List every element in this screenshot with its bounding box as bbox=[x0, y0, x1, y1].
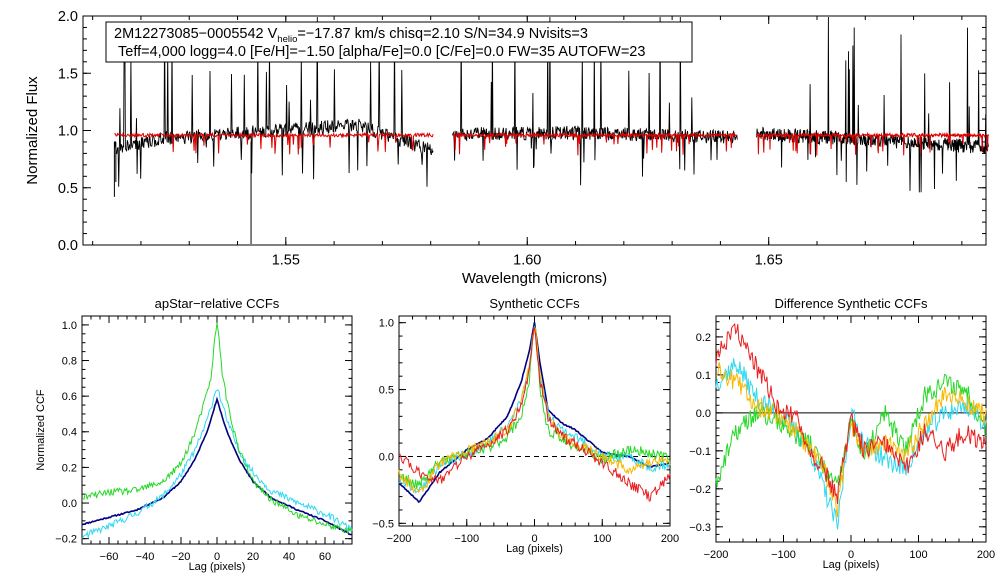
spectrum-model-line bbox=[114, 131, 434, 155]
spectrum-model-line bbox=[451, 131, 738, 156]
apstar_ccf-series-visit-1 bbox=[81, 389, 353, 540]
synthetic_ccf-xtick-label: −200 bbox=[387, 533, 412, 545]
difference_ccf-ytick-label: −0.2 bbox=[689, 484, 711, 496]
difference_ccf-xtick-label: −200 bbox=[704, 549, 729, 561]
difference_ccf-ytick-label: −0.3 bbox=[689, 522, 711, 534]
apstar_ccf-ylabel: Normalized CCF bbox=[35, 389, 47, 471]
synthetic_ccf-ytick-label: 0.5 bbox=[379, 385, 394, 397]
annotation-star-id: 2M12273085−0005542 V bbox=[114, 26, 278, 42]
apstar_ccf-ytick-label: 0.8 bbox=[62, 355, 77, 367]
apstar_ccf-frame bbox=[81, 315, 353, 545]
synthetic_ccf-xtick-label: 0 bbox=[531, 533, 537, 545]
difference_ccf-xlabel: Lag (pixels) bbox=[823, 559, 880, 571]
spectrum-ytick-label: 1.5 bbox=[58, 66, 78, 82]
difference_ccf-xtick-label: 100 bbox=[909, 549, 927, 561]
spectrum-plot-area bbox=[113, 16, 989, 244]
synthetic_ccf-series-combined bbox=[398, 322, 671, 504]
apstar_ccf-xlabel: Lag (pixels) bbox=[189, 561, 246, 573]
difference_ccf-title: Difference Synthetic CCFs bbox=[775, 296, 928, 311]
spectrum-observed-line bbox=[756, 16, 989, 193]
apstar_ccf-xtick-label: −20 bbox=[172, 551, 191, 563]
difference_ccf-xtick-label: 0 bbox=[848, 549, 854, 561]
synthetic_ccf-ytick-label: 0.0 bbox=[379, 451, 394, 463]
spectrum-panel: 1.55 1.60 1.65 0.0 0.5 1.0 1.5 2.0 Wavelength (m… bbox=[24, 9, 989, 287]
difference_ccf-frame bbox=[715, 315, 987, 543]
spectrum-xtick-label: 1.60 bbox=[513, 253, 541, 269]
synthetic_ccf-xtick-label: 200 bbox=[661, 533, 679, 545]
difference_ccf-xtick-label: 200 bbox=[977, 549, 995, 561]
apstar_ccf-xtick-label: 60 bbox=[319, 551, 331, 563]
synthetic_ccf-frame bbox=[398, 315, 671, 527]
synthetic_ccf-series-visit-2 bbox=[398, 325, 671, 490]
annotation-helio-subscript: helio bbox=[277, 34, 297, 45]
apstar_ccf-ytick-label: −0.2 bbox=[55, 534, 77, 546]
synthetic-ccf-panel: −200 −100 0 100 200 −0.5 0.0 0.5 1.0 Lag (pixels)… bbox=[372, 296, 679, 555]
apstar_ccf-xtick-label: −60 bbox=[100, 551, 119, 563]
spectrum-annotation-box: 2M12273085−0005542 Vhelio=−17.87 km/s ch… bbox=[105, 21, 693, 63]
spectrum-model-line bbox=[756, 131, 989, 156]
apstar-ccf-panel: −60 −40 −20 0 20 40 60 −0.2 0.0 0.2 0.4 0.6 0.8 1.0 La… bbox=[35, 296, 353, 573]
synthetic_ccf-xlabel: Lag (pixels) bbox=[506, 543, 563, 555]
synthetic_ccf-series-visit-4 bbox=[398, 327, 671, 502]
synthetic_ccf-ytick-label: −0.5 bbox=[372, 518, 394, 530]
apstar_ccf-ytick-label: 1.0 bbox=[62, 320, 77, 332]
difference_ccf-ytick-label: 0.2 bbox=[696, 332, 711, 344]
annotation-line-2: Teff=4,000 logg=4.0 [Fe/H]=−1.50 [alpha/… bbox=[118, 44, 645, 60]
difference_ccf-xtick-label: −100 bbox=[771, 549, 796, 561]
apstar_ccf-ytick-label: 0.0 bbox=[62, 498, 77, 510]
apstar_ccf-ytick-label: 0.6 bbox=[62, 391, 77, 403]
difference_ccf-series-visit-3 bbox=[716, 361, 987, 518]
apstar_ccf-xtick-label: 20 bbox=[247, 551, 259, 563]
annotation-line-1: 2M12273085−0005542 Vhelio=−17.87 km/s ch… bbox=[114, 26, 588, 45]
apstar_ccf-ytick-label: 0.2 bbox=[62, 462, 77, 474]
apstar_ccf-series-visit-2 bbox=[81, 322, 353, 534]
difference_ccf-ytick-label: −0.1 bbox=[689, 446, 711, 458]
difference_ccf-series-visit-4 bbox=[715, 322, 987, 504]
difference_ccf-series-visit-1 bbox=[715, 358, 987, 530]
spectrum-xlabel: Wavelength (microns) bbox=[462, 270, 607, 287]
spectrum-ytick-label: 1.0 bbox=[58, 124, 78, 140]
difference-ccf-panel: −200 −100 0 100 200 −0.3 −0.2 −0.1 0.0 0.1 0.2 Lag … bbox=[689, 296, 995, 571]
apstar_ccf-xtick-label: −40 bbox=[136, 551, 155, 563]
annotation-star-stats: =−17.87 km/s chisq=2.10 S/N=34.9 Nvisits… bbox=[297, 26, 588, 42]
difference_ccf-ytick-label: 0.1 bbox=[696, 370, 711, 382]
synthetic_ccf-ytick-label: 1.0 bbox=[379, 318, 394, 330]
spectrum-xtick-label: 1.65 bbox=[755, 253, 783, 269]
spectrum-axes: 1.55 1.60 1.65 0.0 0.5 1.0 1.5 2.0 Wavelength (m… bbox=[24, 9, 987, 287]
spectrum-ytick-label: 2.0 bbox=[58, 9, 78, 25]
spectrum-ytick-label: 0.0 bbox=[58, 238, 78, 254]
spectrum-ylabel: Normalized Flux bbox=[24, 76, 41, 185]
apstar_ccf-ytick-label: 0.4 bbox=[62, 427, 77, 439]
synthetic_ccf-series-visit-3 bbox=[398, 326, 671, 494]
spectrum-xtick-label: 1.55 bbox=[272, 253, 300, 269]
difference_ccf-ytick-label: 0.0 bbox=[696, 408, 711, 420]
apstar_ccf-series-combined bbox=[81, 396, 353, 536]
annotation-box-frame bbox=[105, 21, 693, 63]
apstar_ccf-xtick-label: 0 bbox=[214, 551, 220, 563]
apstar_ccf-xtick-label: 40 bbox=[283, 551, 295, 563]
apstar_ccf-title: apStar−relative CCFs bbox=[155, 296, 280, 311]
synthetic_ccf-xtick-label: −100 bbox=[454, 533, 479, 545]
spectrum-observed-line bbox=[113, 16, 434, 187]
synthetic_ccf-title: Synthetic CCFs bbox=[489, 296, 580, 311]
synthetic_ccf-xtick-label: 100 bbox=[593, 533, 611, 545]
spectrum-ytick-label: 0.5 bbox=[58, 181, 78, 197]
